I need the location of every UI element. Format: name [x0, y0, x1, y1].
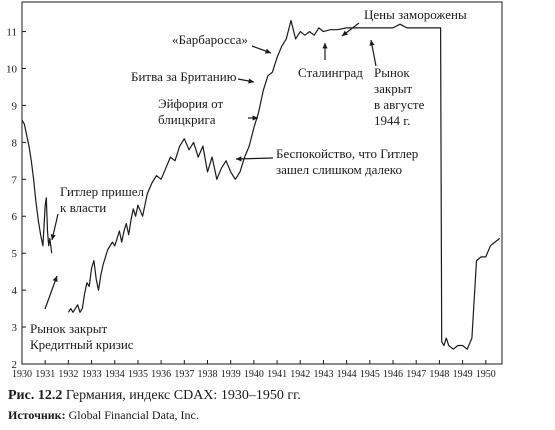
y-tick-label: 8 — [12, 137, 18, 149]
arrow-head — [50, 234, 56, 240]
x-tick-label: 1947 — [406, 369, 426, 380]
x-axis: 1930 1931 1932 1933 1934 1935 1936 1937 1938 1939… — [12, 360, 496, 380]
y-tick-label: 11 — [6, 27, 17, 39]
plot-frame — [21, 1, 503, 365]
annotation-text: Рынок закрыт — [30, 321, 107, 336]
arrow-head — [252, 115, 258, 121]
annotation-text: Беспокойство, что Гитлер — [276, 146, 418, 161]
arrow-head — [342, 30, 348, 36]
x-tick-label: 1944 — [337, 369, 357, 380]
x-tick-label: 1938 — [198, 369, 218, 380]
x-tick-label: 1946 — [383, 369, 403, 380]
annotation-text: блицкрига — [158, 112, 216, 127]
x-tick-label: 1931 — [35, 369, 55, 380]
annotation-text: Кредитный кризис — [30, 337, 134, 352]
arrow-head — [369, 40, 375, 46]
x-tick-label: 1934 — [105, 369, 125, 380]
annotation-text: «Барбаросса» — [172, 32, 248, 47]
x-tick-label: 1932 — [58, 369, 78, 380]
annotation-text: к власти — [60, 200, 106, 215]
x-tick-label: 1936 — [151, 369, 171, 380]
x-tick-label: 1945 — [360, 369, 380, 380]
cdax-series-line — [21, 19, 501, 350]
y-tick-label: 5 — [12, 248, 18, 260]
annotation-text: Битва за Британию — [131, 69, 237, 84]
arrow-shaft — [235, 157, 274, 160]
x-tick-label: 1930 — [12, 369, 32, 380]
x-tick-label: 1949 — [453, 369, 473, 380]
annotation-text: Гитлер пришел — [60, 184, 145, 199]
y-tick-label: 6 — [12, 211, 18, 223]
figure-source: Источник: Global Financial Data, Inc. — [8, 408, 548, 423]
y-tick-label: 2 — [12, 359, 18, 371]
y-tick-label: 10 — [6, 63, 18, 75]
x-tick-label: 1948 — [429, 369, 449, 380]
y-tick-label: 3 — [12, 322, 18, 334]
annotation-text: зашел слишком далеко — [276, 162, 402, 177]
arrow-head — [248, 78, 254, 84]
annotation-text: в августе — [374, 97, 425, 112]
x-tick-label: 1943 — [313, 369, 333, 380]
y-tick-label: 4 — [12, 285, 18, 297]
x-tick-label: 1940 — [244, 369, 264, 380]
figure-source-text: Global Financial Data, Inc. — [65, 408, 199, 422]
x-tick-label: 1950 — [476, 369, 496, 380]
annotation-text: Сталинград — [298, 65, 363, 80]
y-tick-label: 7 — [12, 174, 18, 186]
annotation-text: Рынок — [374, 65, 410, 80]
figure-caption-label: Рис. 12.2 — [8, 388, 63, 403]
x-tick-label: 1933 — [82, 369, 102, 380]
x-tick-label: 1939 — [221, 369, 241, 380]
figure-caption: Рис. 12.2 Германия, индекс CDAX: 1930–19… — [8, 388, 548, 404]
x-tick-label: 1942 — [290, 369, 310, 380]
figure-source-label: Источник: — [8, 408, 66, 422]
arrow-head — [236, 156, 242, 162]
y-axis: 2 3 4 5 6 7 8 9 10 11 — [6, 27, 26, 371]
annotation-text: 1944 г. — [374, 113, 410, 128]
annotation-text: Цены заморожены — [364, 7, 467, 22]
annotation-text: закрыт — [374, 81, 412, 96]
arrow-head — [265, 48, 271, 54]
x-tick-label: 1935 — [128, 369, 148, 380]
figure-caption-text: Германия, индекс CDAX: 1930–1950 гг. — [62, 388, 301, 403]
arrow-head — [52, 276, 58, 282]
annotation-arrows — [44, 22, 377, 310]
x-tick-label: 1941 — [267, 369, 287, 380]
x-tick-label: 1937 — [174, 369, 194, 380]
arrow-shaft — [44, 275, 58, 310]
y-tick-label: 9 — [12, 100, 18, 112]
arrow-head — [322, 43, 328, 49]
annotation-text: Эйфория от — [158, 96, 223, 111]
